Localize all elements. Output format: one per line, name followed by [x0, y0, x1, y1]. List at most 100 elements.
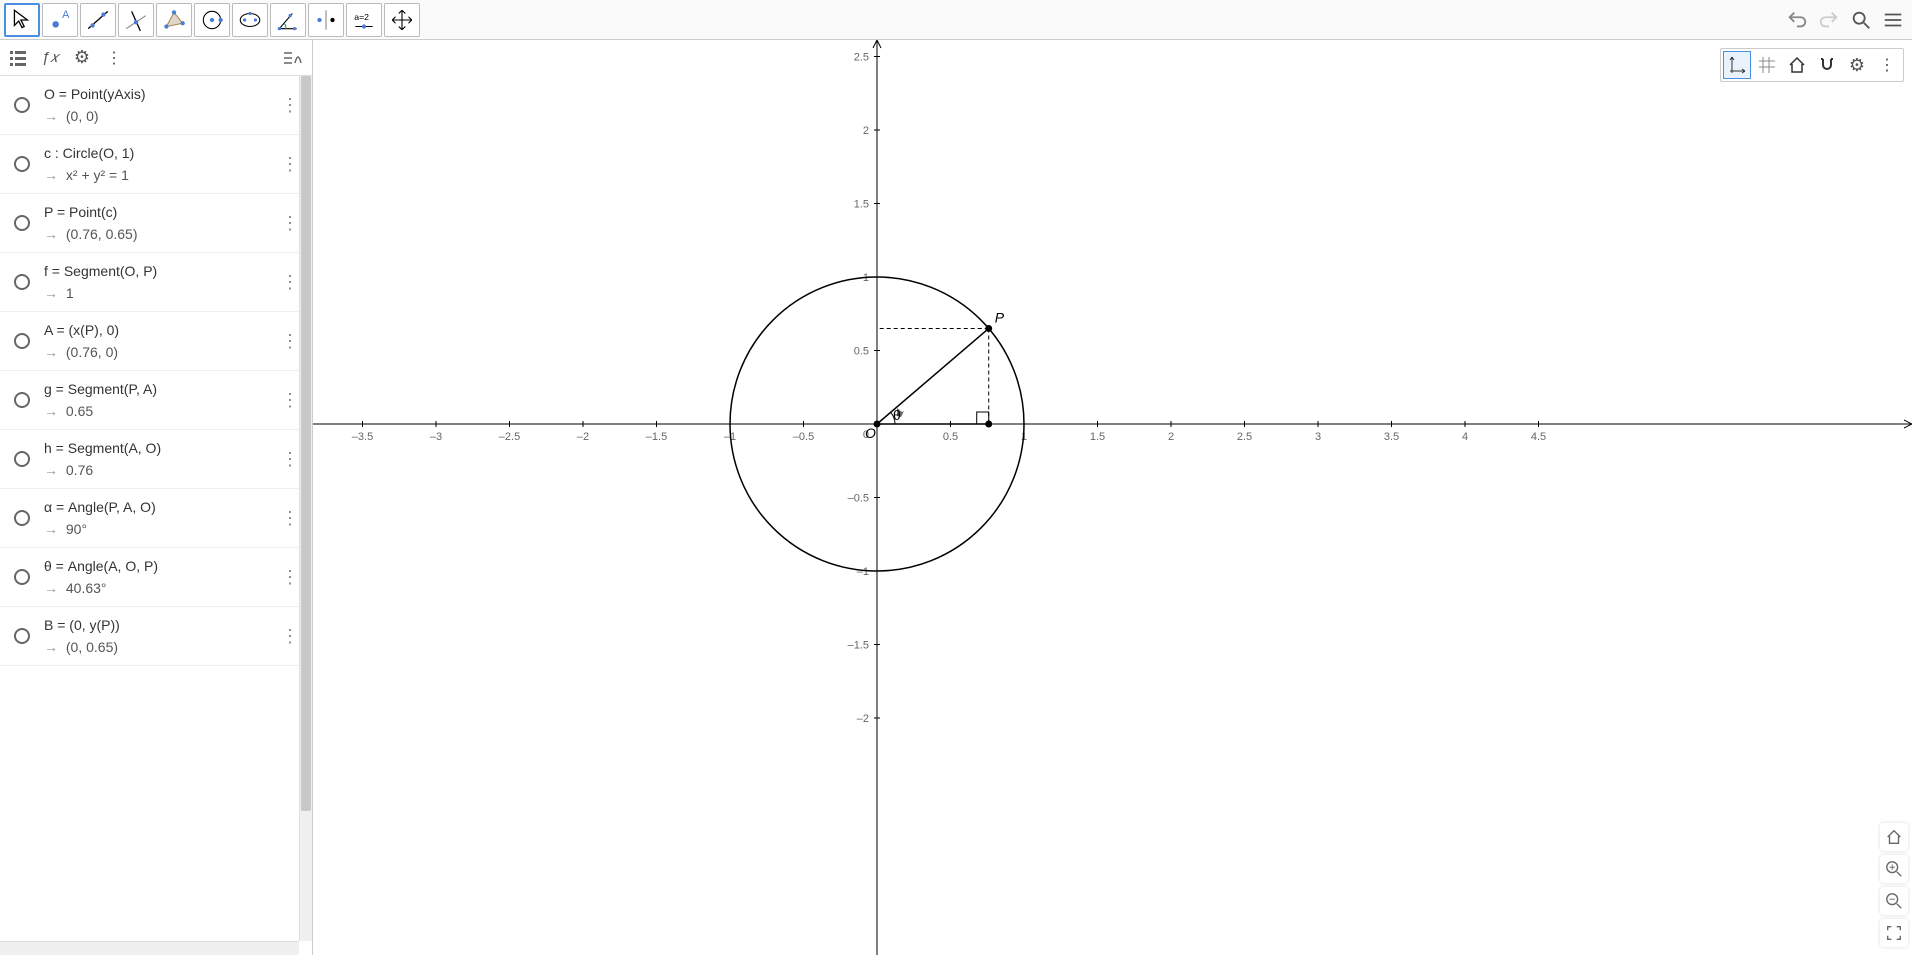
visibility-toggle[interactable]: [14, 156, 30, 172]
svg-text:2: 2: [863, 125, 869, 137]
graphics-toolbar: ⚙ ⋮: [1720, 48, 1904, 82]
search-button[interactable]: [1846, 5, 1876, 35]
move-view-tool[interactable]: [384, 3, 420, 37]
line-tool[interactable]: [80, 3, 116, 37]
svg-text:3.5: 3.5: [1384, 431, 1399, 443]
algebra-item[interactable]: A = (x(P), 0) → (0.76, 0) ⋮: [0, 312, 312, 371]
algebra-content: P = Point(c) → (0.76, 0.65): [44, 204, 284, 242]
angle-tool[interactable]: [270, 3, 306, 37]
visibility-toggle[interactable]: [14, 274, 30, 290]
settings-icon[interactable]: ⚙: [70, 46, 94, 70]
visibility-toggle[interactable]: [14, 333, 30, 349]
fullscreen-icon[interactable]: [1880, 919, 1908, 947]
perpendicular-tool[interactable]: [118, 3, 154, 37]
axes-toggle-icon[interactable]: [1723, 51, 1751, 79]
algebra-item[interactable]: B = (0, y(P)) → (0, 0.65) ⋮: [0, 607, 312, 666]
svg-text:1.5: 1.5: [1090, 431, 1105, 443]
reflect-tool[interactable]: [308, 3, 344, 37]
visibility-toggle[interactable]: [14, 569, 30, 585]
algebra-definition: B = (0, y(P)): [44, 617, 284, 633]
algebra-definition: h = Segment(A, O): [44, 440, 284, 456]
svg-text:a=2: a=2: [354, 12, 369, 22]
algebra-value: → 1: [44, 285, 284, 301]
zoom-out-icon[interactable]: [1880, 887, 1908, 915]
svg-text:–2: –2: [577, 431, 589, 443]
algebra-header: ƒ𝑥 ⚙ ⋮: [0, 40, 312, 76]
svg-text:O: O: [865, 425, 876, 441]
algebra-content: g = Segment(P, A) → 0.65: [44, 381, 284, 419]
algebra-item[interactable]: θ = Angle(A, O, P) → 40.63° ⋮: [0, 548, 312, 607]
redo-button[interactable]: [1814, 5, 1844, 35]
algebra-value: → 0.76: [44, 462, 284, 478]
algebra-definition: A = (x(P), 0): [44, 322, 284, 338]
algebra-item[interactable]: c : Circle(O, 1) → x² + y² = 1 ⋮: [0, 135, 312, 194]
algebra-item[interactable]: O = Point(yAxis) → (0, 0) ⋮: [0, 76, 312, 135]
svg-text:–1.5: –1.5: [848, 640, 869, 652]
graphics-view[interactable]: ⚙ ⋮ –3.5–3–2.5–2–1.5–1–0.50.511.522.533.…: [313, 40, 1912, 955]
algebra-value: → x² + y² = 1: [44, 167, 284, 183]
undo-button[interactable]: [1782, 5, 1812, 35]
graphics-more-icon[interactable]: ⋮: [1873, 51, 1901, 79]
algebra-panel: ƒ𝑥 ⚙ ⋮ O = Point(yAxis) → (0, 0) ⋮ c : C…: [0, 40, 313, 955]
algebra-list: O = Point(yAxis) → (0, 0) ⋮ c : Circle(O…: [0, 76, 312, 955]
slider-tool[interactable]: a=2: [346, 3, 382, 37]
algebra-content: A = (x(P), 0) → (0.76, 0): [44, 322, 284, 360]
fx-icon[interactable]: ƒ𝑥: [38, 46, 62, 70]
visibility-toggle[interactable]: [14, 451, 30, 467]
side-home-icon[interactable]: [1880, 823, 1908, 851]
graphics-settings-icon[interactable]: ⚙: [1843, 51, 1871, 79]
algebra-value: → (0.76, 0.65): [44, 226, 284, 242]
more-vert-icon[interactable]: ⋮: [102, 46, 126, 70]
svg-text:A: A: [62, 8, 70, 20]
visibility-toggle[interactable]: [14, 215, 30, 231]
vertical-scrollbar[interactable]: [299, 76, 312, 941]
algebra-content: θ = Angle(A, O, P) → 40.63°: [44, 558, 284, 596]
home-icon[interactable]: [1783, 51, 1811, 79]
algebra-definition: c : Circle(O, 1): [44, 145, 284, 161]
polygon-tool[interactable]: [156, 3, 192, 37]
algebra-item[interactable]: P = Point(c) → (0.76, 0.65) ⋮: [0, 194, 312, 253]
grid-toggle-icon[interactable]: [1753, 51, 1781, 79]
algebra-content: α = Angle(P, A, O) → 90°: [44, 499, 284, 537]
visibility-toggle[interactable]: [14, 628, 30, 644]
scrollbar-thumb[interactable]: [301, 76, 311, 811]
algebra-content: c : Circle(O, 1) → x² + y² = 1: [44, 145, 284, 183]
algebra-item[interactable]: h = Segment(A, O) → 0.76 ⋮: [0, 430, 312, 489]
horizontal-scrollbar[interactable]: [0, 941, 299, 955]
svg-text:4: 4: [1462, 431, 1468, 443]
point-tool[interactable]: A: [42, 3, 78, 37]
menu-button[interactable]: [1878, 5, 1908, 35]
algebra-content: O = Point(yAxis) → (0, 0): [44, 86, 284, 124]
list-view-icon[interactable]: [6, 46, 30, 70]
zoom-in-icon[interactable]: [1880, 855, 1908, 883]
sort-icon[interactable]: [282, 46, 306, 70]
ellipse-tool[interactable]: [232, 3, 268, 37]
top-toolbar: A a=2: [0, 0, 1912, 40]
svg-text:P: P: [995, 309, 1005, 325]
top-right-controls: [1782, 5, 1908, 35]
svg-text:2: 2: [1168, 431, 1174, 443]
svg-text:–2.5: –2.5: [499, 431, 520, 443]
algebra-definition: g = Segment(P, A): [44, 381, 284, 397]
move-tool[interactable]: [4, 3, 40, 37]
algebra-definition: f = Segment(O, P): [44, 263, 284, 279]
algebra-item[interactable]: α = Angle(P, A, O) → 90° ⋮: [0, 489, 312, 548]
visibility-toggle[interactable]: [14, 510, 30, 526]
svg-text:–2: –2: [857, 713, 869, 725]
algebra-content: f = Segment(O, P) → 1: [44, 263, 284, 301]
svg-text:–3.5: –3.5: [352, 431, 373, 443]
svg-text:–0.5: –0.5: [848, 493, 869, 505]
visibility-toggle[interactable]: [14, 392, 30, 408]
circle-tool[interactable]: [194, 3, 230, 37]
algebra-value: → 40.63°: [44, 580, 284, 596]
algebra-item[interactable]: f = Segment(O, P) → 1 ⋮: [0, 253, 312, 312]
svg-text:0.5: 0.5: [854, 346, 869, 358]
algebra-item[interactable]: g = Segment(P, A) → 0.65 ⋮: [0, 371, 312, 430]
algebra-value: → 0.65: [44, 403, 284, 419]
graphics-canvas[interactable]: –3.5–3–2.5–2–1.5–1–0.50.511.522.533.544.…: [313, 40, 1912, 955]
main-area: ƒ𝑥 ⚙ ⋮ O = Point(yAxis) → (0, 0) ⋮ c : C…: [0, 40, 1912, 955]
snap-icon[interactable]: [1813, 51, 1841, 79]
visibility-toggle[interactable]: [14, 97, 30, 113]
algebra-value: → (0, 0): [44, 108, 284, 124]
svg-text:2.5: 2.5: [1237, 431, 1252, 443]
